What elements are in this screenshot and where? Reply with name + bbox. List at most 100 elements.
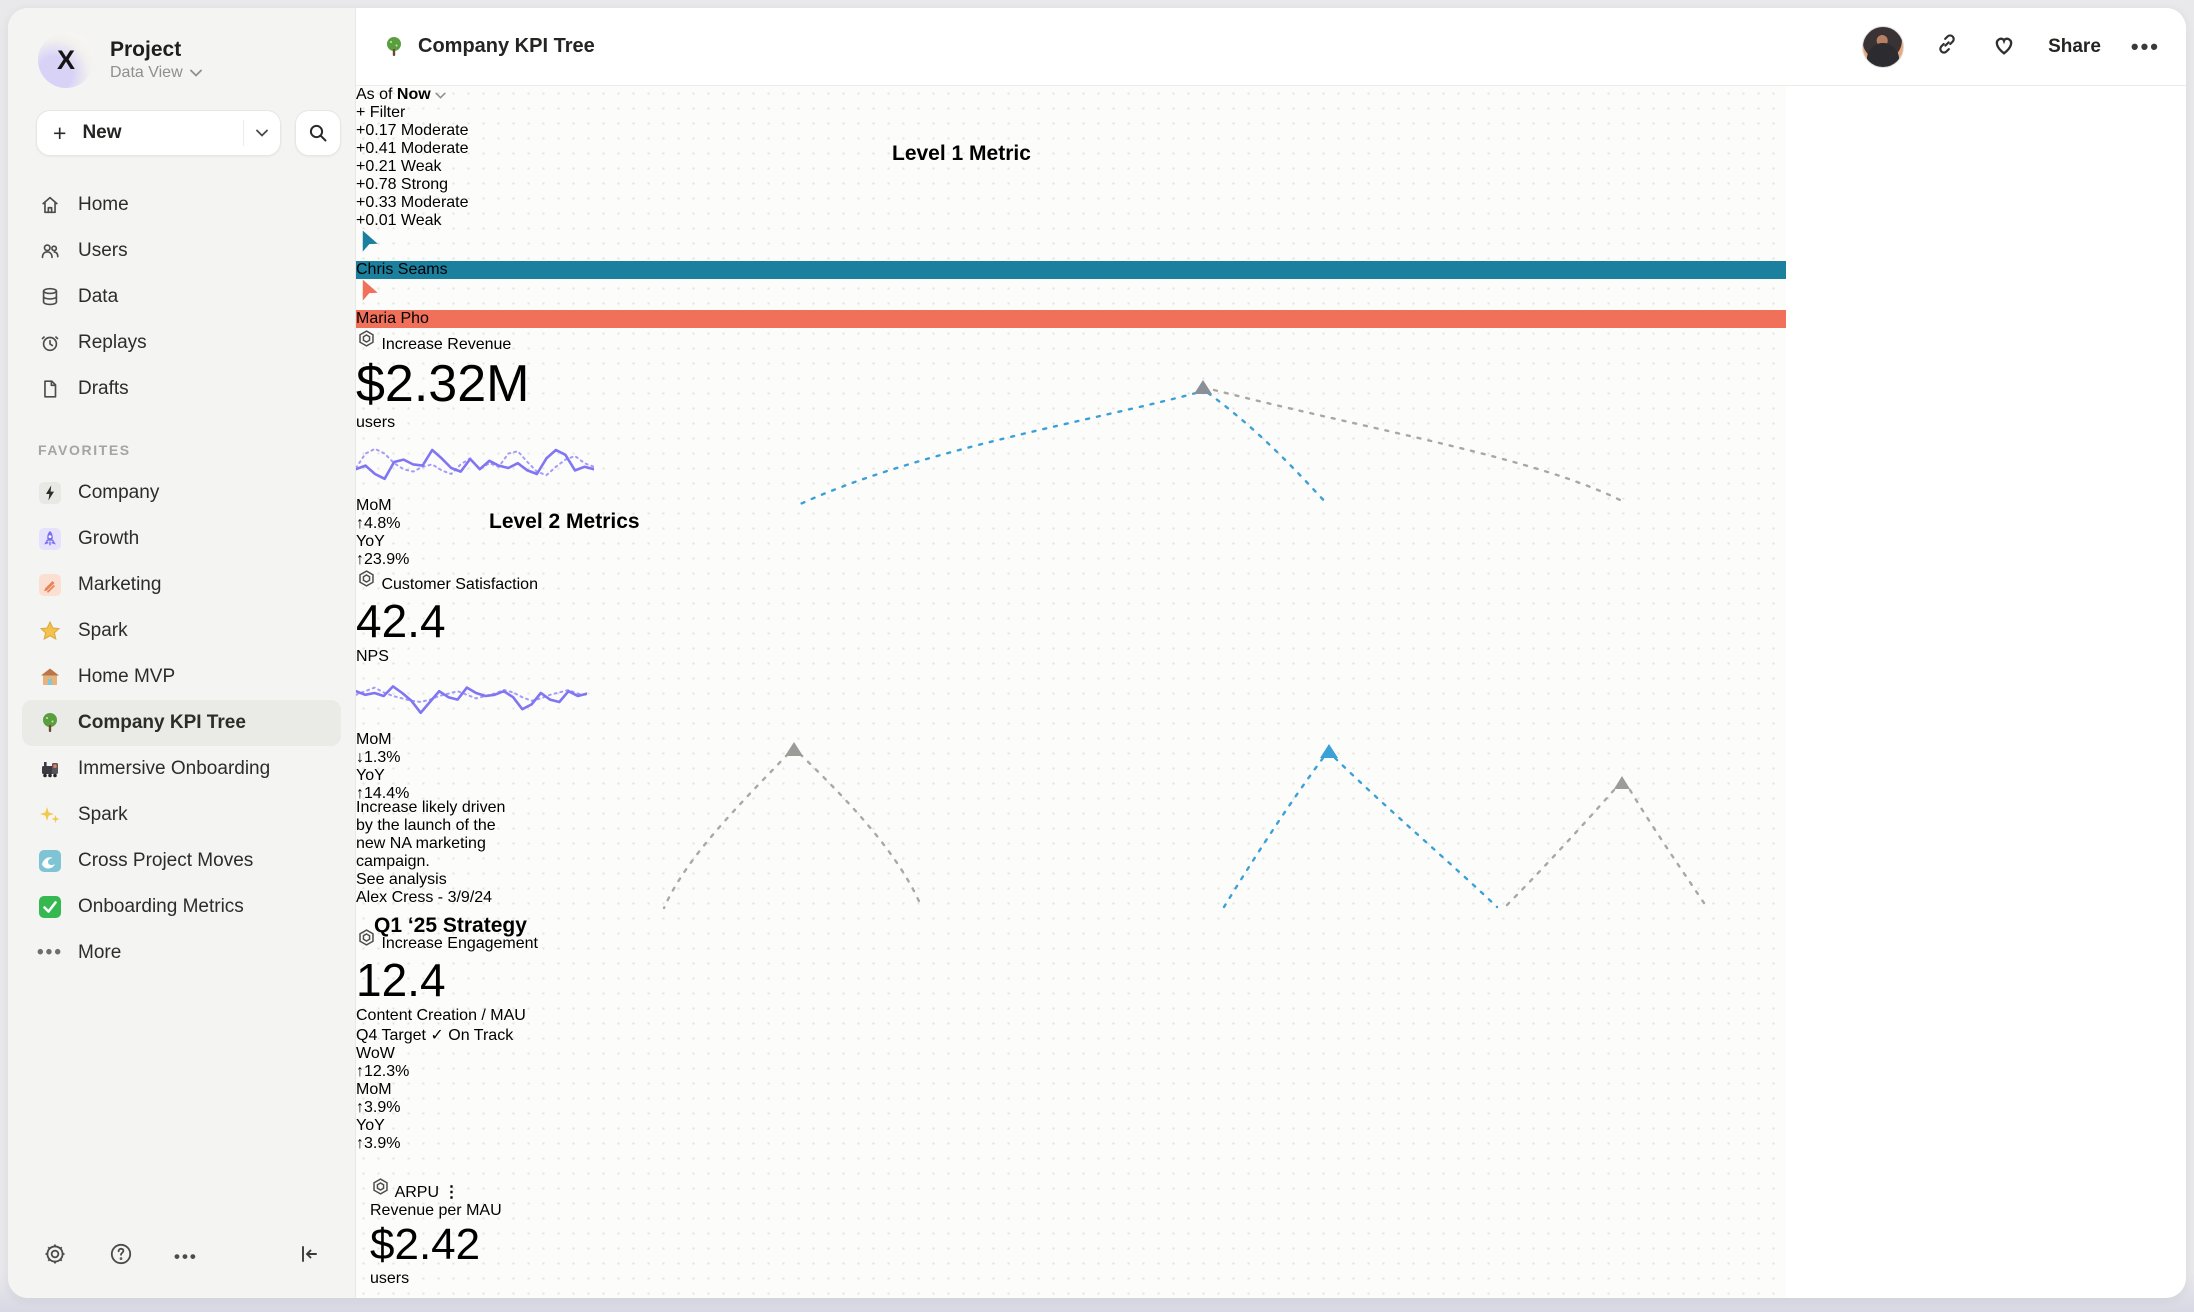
collaborator-cursor-chris: Chris Seams xyxy=(356,230,1786,279)
new-button[interactable]: + New xyxy=(36,110,281,156)
metric-value: 12.4 xyxy=(356,954,446,1006)
cursor-arrow-icon xyxy=(362,279,378,301)
sparkline-chart xyxy=(356,666,589,731)
sidebar-fav-growth[interactable]: Growth xyxy=(22,516,341,562)
sidebar-fav-label: Spark xyxy=(78,804,128,825)
stat-mom[interactable]: MoM ↑4.8% xyxy=(356,497,401,532)
sidebar-overflow-icon[interactable]: ••• xyxy=(174,1246,198,1266)
search-icon xyxy=(309,124,327,142)
note-author: Alex Cress - 3/9/24 xyxy=(356,889,493,906)
user-avatar[interactable] xyxy=(1862,25,1905,68)
metric-card-customer-satisfaction[interactable]: Customer Satisfaction 42.4 NPS MoM ↓1.3%… xyxy=(356,568,589,802)
wave-icon xyxy=(38,849,62,873)
chevron-down-icon xyxy=(256,129,268,137)
topbar-menu-icon[interactable]: ••• xyxy=(2130,33,2160,59)
sidebar-fav-label: Onboarding Metrics xyxy=(78,896,244,917)
sidebar-more[interactable]: ••• More xyxy=(22,930,341,976)
card-title: Increase Revenue xyxy=(381,336,512,353)
sidebar-item-label: Replays xyxy=(78,332,147,353)
sidebar-fav-onboarding-metrics[interactable]: Onboarding Metrics xyxy=(22,884,341,930)
on-track-status: ✓ On Track xyxy=(430,1027,514,1044)
metric-unit: users xyxy=(356,414,396,431)
sidebar-fav-immersive-onboarding[interactable]: Immersive Onboarding xyxy=(22,746,341,792)
new-dropdown-chevron[interactable] xyxy=(243,120,268,146)
metric-card-arpu[interactable]: ARPU ⋮ Revenue per MAU $2.42 users MoM ↑… xyxy=(356,1164,635,1298)
check-icon xyxy=(38,895,62,919)
sidebar-fav-label: Company KPI Tree xyxy=(78,712,246,733)
stat-mom[interactable]: MoM ↑3.9% xyxy=(356,1081,401,1116)
card-title: Increase Engagement xyxy=(381,935,538,952)
project-name: Project xyxy=(110,38,182,61)
project-logo: X xyxy=(38,32,94,88)
copy-link-icon[interactable] xyxy=(1934,31,1960,62)
sidebar-item-label: Users xyxy=(78,240,128,261)
help-icon[interactable] xyxy=(108,1241,134,1272)
edge-label: +0.01 Weak xyxy=(356,212,442,229)
settings-gear-icon[interactable] xyxy=(42,1241,68,1272)
plus-icon: + xyxy=(356,104,366,121)
stat-yoy[interactable]: YoY ↑14.4% xyxy=(356,767,410,802)
metric-card-increase-revenue[interactable]: Increase Revenue $2.32M users MoM ↑4.8% … xyxy=(356,328,596,569)
see-analysis-link[interactable]: See analysis xyxy=(356,871,447,888)
sidebar-fav-marketing[interactable]: Marketing xyxy=(22,562,341,608)
metric-card-increase-engagement[interactable]: Increase Engagement 12.4 Content Creatio… xyxy=(356,927,594,1164)
cursor-name-label: Maria Pho xyxy=(356,310,1786,328)
sidebar-item-label: Data xyxy=(78,286,119,307)
kpi-tree-canvas[interactable]: As of Now + Filter Level 1 Metric Level … xyxy=(356,86,1786,1298)
sidebar-fav-label: Marketing xyxy=(78,574,162,595)
sidebar-fav-label: Company xyxy=(78,482,160,503)
sidebar-fav-company-kpi-tree[interactable]: Company KPI Tree xyxy=(22,700,341,746)
as-of-value: Now xyxy=(396,86,431,103)
sidebar-item-drafts[interactable]: Drafts xyxy=(22,366,341,412)
stat-yoy[interactable]: YoY ↑23.9% xyxy=(356,533,410,568)
metric-hexagon-icon xyxy=(359,570,374,587)
tree-icon xyxy=(38,711,62,735)
sidebar-fav-home-mvp[interactable]: Home MVP xyxy=(22,654,341,700)
cursor-arrow-icon xyxy=(362,230,378,252)
filter-button[interactable]: + Filter xyxy=(356,104,1786,122)
stats-row: MoM ↑4.8% YoY ↑23.9% xyxy=(356,497,594,569)
canvas-toolbar: As of Now + Filter xyxy=(356,86,1786,122)
stat-yoy[interactable]: YoY ↑3.9% xyxy=(356,1117,401,1152)
project-switcher[interactable]: X Project Data View xyxy=(8,8,355,96)
edge-label: +0.17 Moderate xyxy=(356,122,469,139)
stat-mom[interactable]: MoM ↓1.3% xyxy=(356,731,401,766)
collapse-sidebar-icon[interactable] xyxy=(297,1242,321,1271)
card-menu-icon[interactable]: ⋮ xyxy=(443,1184,460,1201)
sidebar-fav-label: Growth xyxy=(78,528,140,549)
sidebar-item-home[interactable]: Home xyxy=(22,182,341,228)
sidebar-item-label: Home xyxy=(78,194,129,215)
sidebar-fav-cross-project-moves[interactable]: Cross Project Moves xyxy=(22,838,341,884)
home-icon xyxy=(38,193,62,217)
sidebar-search-button[interactable] xyxy=(295,110,341,156)
metric-card-arpu-selected[interactable]: ARPU ⋮ Revenue per MAU $2.42 users MoM ↑… xyxy=(356,1164,635,1298)
stats-row: WoW ↑12.3% MoM ↑3.9% YoY ↑3.9% xyxy=(356,1045,594,1153)
favorite-heart-icon[interactable] xyxy=(1990,31,2018,62)
sidebar: X Project Data View + New xyxy=(8,8,356,1298)
sidebar-item-replays[interactable]: Replays xyxy=(22,320,341,366)
metric-hexagon-icon xyxy=(359,929,374,946)
note-text: Increase likely driven by the launch of … xyxy=(356,799,506,870)
share-button[interactable]: Share xyxy=(2048,35,2101,57)
edge-label: +0.21 Weak xyxy=(356,158,442,175)
project-view-dropdown[interactable]: Data View xyxy=(110,64,202,82)
sidebar-fav-company[interactable]: Company xyxy=(22,470,341,516)
sidebar-fav-spark-2[interactable]: Spark xyxy=(22,792,341,838)
sidebar-item-users[interactable]: Users xyxy=(22,228,341,274)
chevron-down-icon xyxy=(189,69,202,77)
tree-icon xyxy=(387,36,401,56)
rocket-icon xyxy=(38,527,62,551)
series-legend: Revenue per MAU xyxy=(370,1202,621,1220)
sidebar-fav-label: Cross Project Moves xyxy=(78,850,254,871)
as-of-selector[interactable]: As of Now xyxy=(356,86,1786,104)
house-icon xyxy=(38,665,62,689)
card-title: Customer Satisfaction xyxy=(381,576,538,593)
sidebar-fav-spark[interactable]: Spark xyxy=(22,608,341,654)
plus-icon: + xyxy=(53,119,67,146)
sidebar-item-data[interactable]: Data xyxy=(22,274,341,320)
stat-wow[interactable]: WoW ↑12.3% xyxy=(356,1045,410,1080)
stats-row: MoM ↓1.3% YoY ↑14.4% xyxy=(356,731,587,803)
annotation-note-card[interactable]: Increase likely driven by the launch of … xyxy=(356,799,526,927)
sidebar-fav-label: Spark xyxy=(78,620,128,641)
app-window: X Project Data View + New xyxy=(8,8,2186,1298)
